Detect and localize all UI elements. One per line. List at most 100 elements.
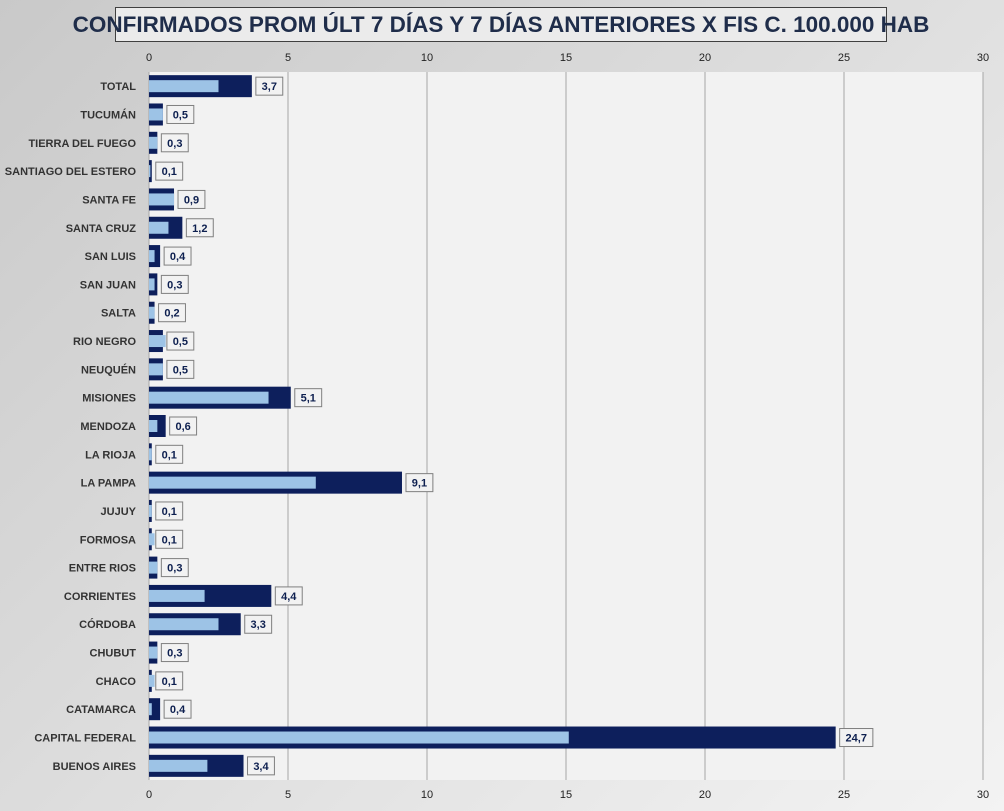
data-label: 0,1	[162, 506, 177, 518]
x-tick-label-bottom: 15	[560, 789, 572, 801]
category-label: MISIONES	[82, 393, 136, 405]
bar-previous	[149, 533, 155, 546]
data-label-box	[166, 104, 195, 124]
category-label: JUJUY	[101, 506, 137, 518]
category-label: CORRIENTES	[64, 591, 136, 603]
data-label: 3,7	[262, 81, 277, 93]
category-label: CAPITAL FEDERAL	[34, 733, 136, 745]
data-label-box	[155, 444, 184, 464]
data-label-box	[155, 529, 184, 549]
data-label-box	[185, 218, 214, 238]
data-label-box	[166, 331, 195, 351]
data-label: 0,3	[167, 648, 182, 660]
bar-previous	[149, 250, 155, 263]
data-label: 4,4	[281, 591, 297, 603]
bar-previous	[149, 80, 219, 93]
bar-current	[149, 698, 161, 721]
category-label: CHACO	[96, 676, 137, 688]
data-label: 3,3	[251, 619, 266, 631]
category-label: SANTIAGO DEL ESTERO	[5, 166, 137, 178]
category-label: SAN LUIS	[85, 251, 136, 263]
bar-previous	[149, 165, 151, 178]
data-label-box	[294, 388, 323, 408]
data-label-box	[160, 274, 189, 294]
data-label-box	[244, 614, 273, 634]
category-label: ENTRE RIOS	[69, 563, 136, 575]
data-label: 1,2	[192, 223, 207, 235]
x-tick-label-top: 5	[285, 52, 291, 64]
bar-previous	[149, 674, 155, 687]
data-label: 0,4	[170, 704, 186, 716]
data-label-box	[247, 756, 275, 776]
data-label-box	[160, 133, 189, 153]
data-label: 0,1	[162, 534, 177, 546]
category-label: CHUBUT	[90, 648, 137, 660]
x-tick-label-bottom: 0	[146, 789, 152, 801]
bar-previous	[149, 731, 569, 744]
data-label: 0,6	[175, 421, 190, 433]
data-label: 5,1	[301, 393, 316, 405]
x-tick-label-bottom: 30	[977, 789, 989, 801]
data-label-box	[155, 671, 184, 691]
x-tick-label-bottom: 25	[838, 789, 850, 801]
bar-previous	[149, 589, 205, 602]
data-label: 0,1	[162, 449, 177, 461]
x-tick-label-bottom: 5	[285, 789, 291, 801]
x-tick-label-top: 25	[838, 52, 850, 64]
bar-previous	[149, 306, 155, 319]
x-tick-label-top: 15	[560, 52, 572, 64]
category-label: TOTAL	[100, 81, 136, 93]
data-label-box	[274, 586, 303, 606]
x-tick-label-bottom: 20	[699, 789, 711, 801]
data-label: 0,3	[167, 138, 182, 150]
data-label-box	[158, 303, 186, 323]
x-tick-label-top: 30	[977, 52, 989, 64]
data-label: 0,5	[173, 336, 188, 348]
data-label: 9,1	[412, 478, 427, 490]
data-label: 0,1	[162, 676, 177, 688]
category-label: SALTA	[101, 308, 136, 320]
data-label: 0,4	[170, 251, 186, 263]
data-label-box	[160, 558, 189, 578]
data-label-box	[155, 161, 184, 181]
bar-previous	[149, 420, 158, 432]
bar-previous	[149, 646, 158, 659]
data-label: 3,4	[253, 761, 269, 773]
category-label: TIERRA DEL FUEGO	[28, 138, 136, 150]
data-label-box	[160, 643, 189, 663]
bar-previous	[149, 476, 316, 489]
chart-title-box: CONFIRMADOS PROM ÚLT 7 DÍAS Y 7 DÍAS ANT…	[73, 7, 929, 42]
bar-previous	[149, 759, 208, 772]
data-label-box	[255, 76, 284, 96]
category-label: SANTA CRUZ	[66, 223, 137, 235]
data-label: 0,3	[167, 279, 182, 291]
category-label: SAN JUAN	[80, 279, 136, 291]
x-tick-label-bottom: 10	[421, 789, 433, 801]
category-label: NEUQUÉN	[81, 363, 136, 376]
x-tick-label-top: 10	[421, 52, 433, 64]
data-label: 0,5	[173, 364, 188, 376]
data-label: 0,2	[164, 308, 179, 320]
data-label-box	[177, 189, 206, 209]
bar-previous	[149, 448, 152, 461]
bar-previous	[149, 618, 219, 631]
data-label-box	[166, 359, 195, 379]
bar-previous	[149, 703, 152, 716]
bar-previous	[149, 136, 158, 149]
category-label: MENDOZA	[80, 421, 136, 433]
data-label-box	[169, 416, 198, 436]
data-label-box	[155, 501, 184, 521]
bar-previous	[149, 335, 166, 348]
category-label: LA PAMPA	[81, 478, 136, 490]
chart-title: CONFIRMADOS PROM ÚLT 7 DÍAS Y 7 DÍAS ANT…	[72, 11, 930, 37]
bar-previous	[149, 278, 155, 291]
bar-previous	[149, 561, 158, 574]
data-label-box	[405, 473, 434, 493]
x-tick-label-top: 0	[146, 52, 152, 64]
data-label: 0,9	[184, 194, 199, 206]
bar-previous	[149, 221, 169, 234]
category-label: BUENOS AIRES	[53, 761, 136, 773]
bar-previous	[149, 391, 269, 404]
